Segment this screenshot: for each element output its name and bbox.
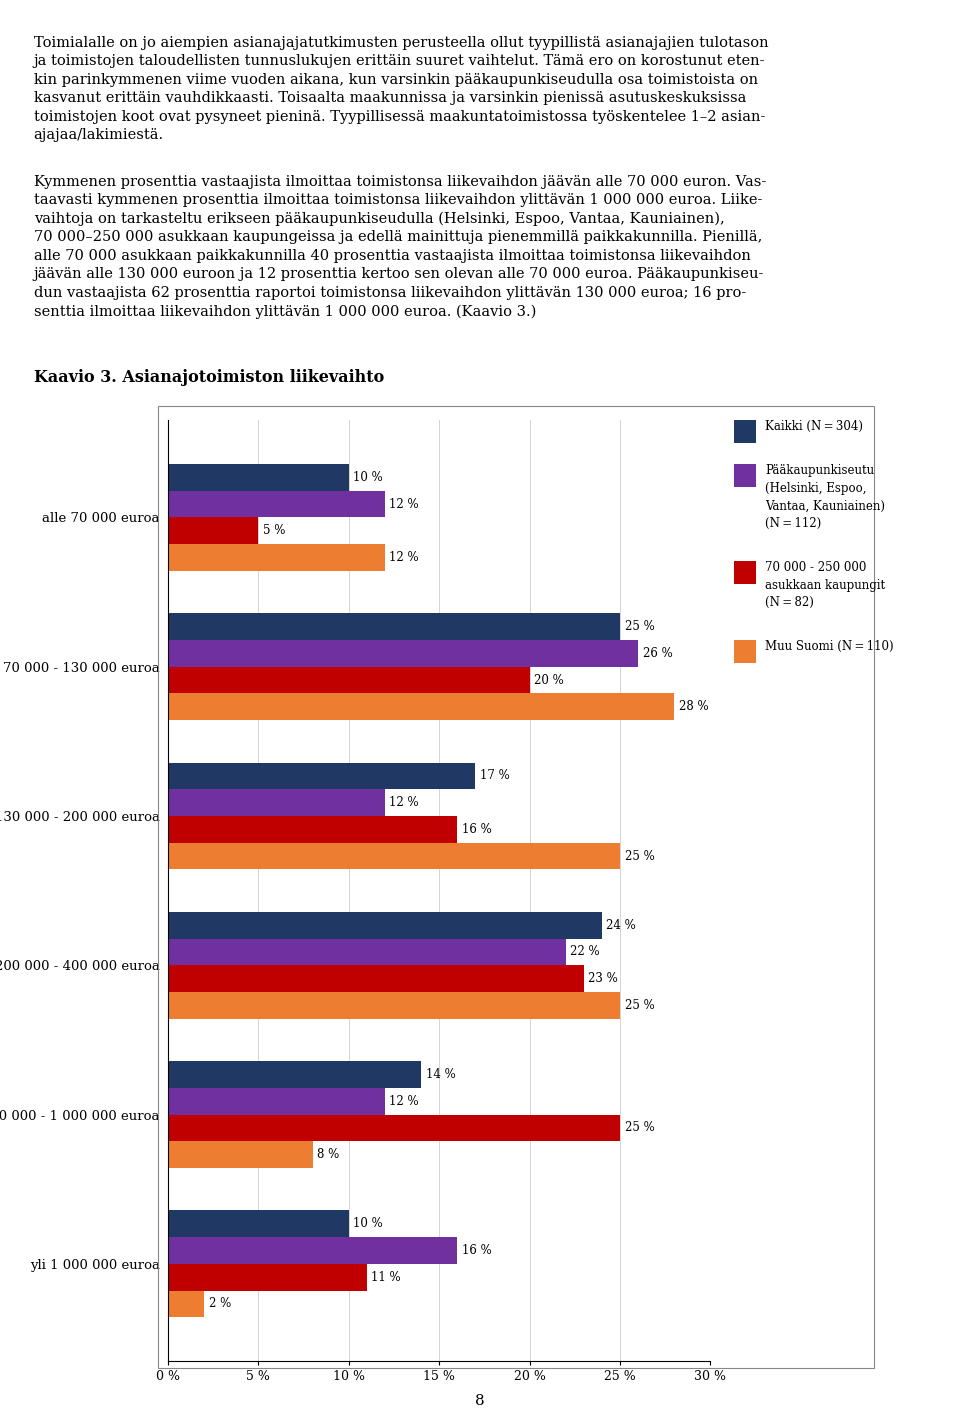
Text: jäävän alle 130 000 euroon ja 12 prosenttia kertoo sen olevan alle 70 000 euroa.: jäävän alle 130 000 euroon ja 12 prosent… [34,268,764,281]
Bar [168,939,565,965]
Bar [168,667,530,694]
Text: 25 %: 25 % [625,620,655,633]
Text: Kaavio 3. Asianajotoimiston liikevaihto: Kaavio 3. Asianajotoimiston liikevaihto [34,369,384,386]
Bar [168,465,348,490]
Bar [168,613,620,640]
Bar [168,640,638,667]
Text: taavasti kymmenen prosenttia ilmoittaa toimistonsa liikevaihdon ylittävän 1 000 : taavasti kymmenen prosenttia ilmoittaa t… [34,192,762,207]
Text: toimistojen koot ovat pysyneet pieninä. Tyypillisessä maakuntatoimistossa työske: toimistojen koot ovat pysyneet pieninä. … [34,110,765,124]
Text: 25 %: 25 % [625,999,655,1012]
Bar [168,965,584,992]
Text: 12 %: 12 % [390,497,420,510]
Text: Toimialalle on jo aiempien asianajajatutkimusten perusteella ollut tyypillistä a: Toimialalle on jo aiempien asianajajatut… [34,36,768,50]
Text: ajajaa/lakimiestä.: ajajaa/lakimiestä. [34,128,164,142]
Bar [168,842,620,869]
Bar [168,1237,457,1264]
Text: kasvanut erittäin vauhdikkaasti. Toisaalta maakunnissa ja varsinkin pienissä asu: kasvanut erittäin vauhdikkaasti. Toisaal… [34,91,746,105]
Bar [168,762,475,789]
Text: 12 %: 12 % [390,551,420,564]
Bar [168,1264,367,1291]
Text: ja toimistojen taloudellisten tunnuslukujen erittäin suuret vaihtelut. Tämä ero : ja toimistojen taloudellisten tunnusluku… [34,54,765,68]
Text: (N = 82): (N = 82) [765,596,814,610]
Bar [168,1062,421,1087]
Bar [168,789,385,817]
Text: 23 %: 23 % [588,972,618,985]
Text: (Helsinki, Espoo,: (Helsinki, Espoo, [765,482,867,494]
Bar [168,1291,204,1317]
Text: 5 %: 5 % [263,524,285,537]
Text: asukkaan kaupungit: asukkaan kaupungit [765,579,885,591]
Text: 24 %: 24 % [607,919,636,932]
Text: 2 %: 2 % [208,1297,231,1311]
Bar [168,817,457,842]
Text: 14 %: 14 % [425,1067,455,1082]
Text: 12 %: 12 % [390,797,420,809]
Text: dun vastaajista 62 prosenttia raportoi toimistonsa liikevaihdon ylittävän 130 00: dun vastaajista 62 prosenttia raportoi t… [34,285,746,299]
Bar [168,544,385,571]
Text: 70 000–250 000 asukkaan kaupungeissa ja edellä mainittuja pienemmillä paikkakunn: 70 000–250 000 asukkaan kaupungeissa ja … [34,231,762,244]
Text: 25 %: 25 % [625,849,655,862]
Text: 10 %: 10 % [353,470,383,484]
Text: 16 %: 16 % [462,822,492,836]
Text: 8: 8 [475,1394,485,1408]
Text: 11 %: 11 % [372,1271,401,1284]
Text: alle 70 000 asukkaan paikkakunnilla 40 prosenttia vastaajista ilmoittaa toimisto: alle 70 000 asukkaan paikkakunnilla 40 p… [34,248,751,262]
Bar [168,912,602,939]
Text: 70 000 - 250 000: 70 000 - 250 000 [765,560,867,574]
Text: 10 %: 10 % [353,1217,383,1230]
Text: Kaikki (N = 304): Kaikki (N = 304) [765,420,863,433]
Text: 26 %: 26 % [642,647,672,660]
Text: 12 %: 12 % [390,1094,420,1107]
Bar [168,1087,385,1114]
Text: 17 %: 17 % [480,770,510,782]
Text: (N = 112): (N = 112) [765,517,822,530]
Text: vaihtoja on tarkasteltu erikseen pääkaupunkiseudulla (Helsinki, Espoo, Vantaa, K: vaihtoja on tarkasteltu erikseen pääkaup… [34,212,725,227]
Text: 28 %: 28 % [679,700,708,714]
Text: senttia ilmoittaa liikevaihdon ylittävän 1 000 000 euroa. (Kaavio 3.): senttia ilmoittaa liikevaihdon ylittävän… [34,305,536,319]
Bar [168,490,385,517]
Bar [168,992,620,1019]
Text: Vantaa, Kauniainen): Vantaa, Kauniainen) [765,499,885,513]
Bar [168,1141,313,1168]
Text: 20 %: 20 % [534,674,564,687]
Text: 22 %: 22 % [570,945,600,959]
Text: Pääkaupunkiseutu: Pääkaupunkiseutu [765,463,875,477]
Bar [168,1210,348,1237]
Text: 8 %: 8 % [317,1149,340,1161]
Bar [168,1114,620,1141]
Text: Muu Suomi (N = 110): Muu Suomi (N = 110) [765,640,894,653]
Bar [168,517,258,544]
Text: kin parinkymmenen viime vuoden aikana, kun varsinkin pääkaupunkiseudulla osa toi: kin parinkymmenen viime vuoden aikana, k… [34,73,757,87]
Text: Kymmenen prosenttia vastaajista ilmoittaa toimistonsa liikevaihdon jäävän alle 7: Kymmenen prosenttia vastaajista ilmoitta… [34,175,766,188]
Text: 16 %: 16 % [462,1244,492,1257]
Text: 25 %: 25 % [625,1121,655,1134]
Bar [168,694,674,720]
